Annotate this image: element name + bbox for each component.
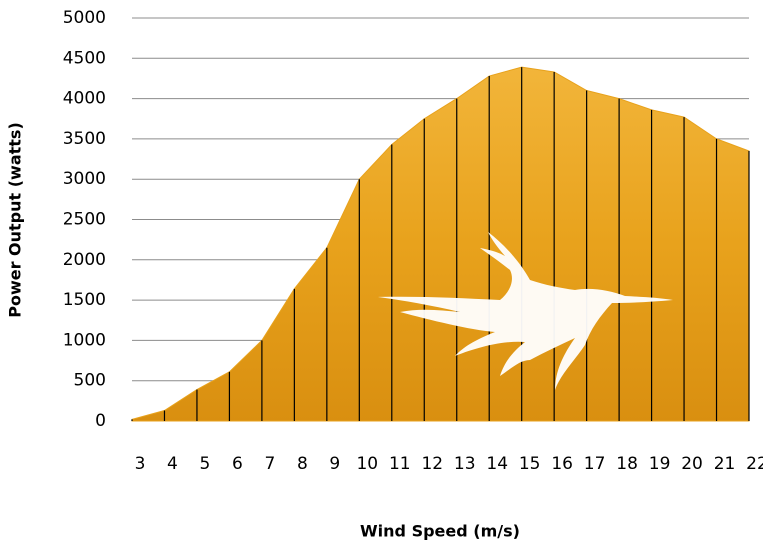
y-tick-label: 5000 xyxy=(63,8,106,28)
y-tick-label: 0 xyxy=(95,411,106,431)
area xyxy=(131,66,750,422)
x-tick-label: 20 xyxy=(681,454,703,474)
x-tick-label: 19 xyxy=(649,454,671,474)
y-tick-label: 4500 xyxy=(63,48,106,68)
x-tick-label: 10 xyxy=(356,454,378,474)
logo xyxy=(378,232,673,390)
x-tick-label: 6 xyxy=(232,454,243,474)
x-tick-label: 13 xyxy=(454,454,476,474)
x-tick-label: 12 xyxy=(421,454,443,474)
x-tick-label: 17 xyxy=(584,454,606,474)
x-tick-label: 8 xyxy=(297,454,308,474)
x-tick-label: 14 xyxy=(486,454,508,474)
y-tick-label: 1000 xyxy=(63,330,106,350)
y-tick-label: 2000 xyxy=(63,250,106,270)
x-tick-label: 7 xyxy=(264,454,275,474)
x-tick-label: 3 xyxy=(135,454,146,474)
y-tick-label: 500 xyxy=(74,371,106,391)
y-axis-title: Power Output (watts) xyxy=(6,122,25,318)
x-tick-label: 15 xyxy=(519,454,541,474)
y-tick-label: 3000 xyxy=(63,169,106,189)
y-tick-label: 1500 xyxy=(63,290,106,310)
x-tick-label: 5 xyxy=(200,454,211,474)
x-tick-label: 22 xyxy=(746,454,763,474)
x-tick-label: 9 xyxy=(329,454,340,474)
x-tick-label: 4 xyxy=(167,454,178,474)
x-axis-title: Wind Speed (m/s) xyxy=(360,522,520,541)
y-tick-label: 3500 xyxy=(63,129,106,149)
x-tick-label: 16 xyxy=(551,454,573,474)
y-tick-label: 4000 xyxy=(63,89,106,109)
x-tick-label: 18 xyxy=(616,454,638,474)
x-tick-label: 21 xyxy=(714,454,736,474)
x-tick-label: 11 xyxy=(389,454,411,474)
y-tick-label: 2500 xyxy=(63,210,106,230)
